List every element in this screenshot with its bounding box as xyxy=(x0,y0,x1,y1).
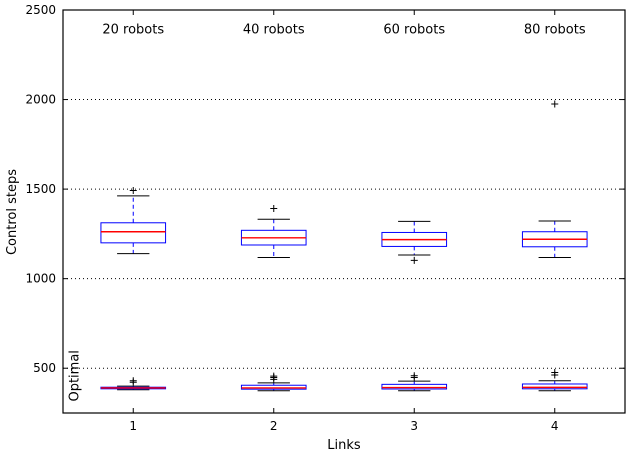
box-optimal-4 xyxy=(521,383,588,390)
annotation-80-robots: 80 robots xyxy=(524,23,586,38)
y-tick-label-500: 500 xyxy=(33,361,56,375)
y-tick-label-1000: 1000 xyxy=(25,272,56,286)
y-tick-label-2000: 2000 xyxy=(25,93,56,107)
y-tick-label-1500: 1500 xyxy=(25,182,56,196)
flier-optimal-3 xyxy=(410,372,418,380)
flier-control-steps-2 xyxy=(270,204,278,212)
x-tick-label-2: 2 xyxy=(270,419,278,433)
y-axis-label: Control steps xyxy=(5,169,20,255)
flier-optimal-2 xyxy=(270,372,278,380)
box-optimal-3 xyxy=(381,383,448,390)
x-tick-label-1: 1 xyxy=(129,419,137,433)
annotation-40-robots: 40 robots xyxy=(243,23,305,38)
x-tick-label-4: 4 xyxy=(551,419,559,433)
box-optimal-2 xyxy=(240,384,307,390)
flier-optimal-1 xyxy=(129,377,137,385)
flier-control-steps-4 xyxy=(551,100,559,108)
plot-frame xyxy=(62,9,626,414)
annotation-optimal: Optimal xyxy=(67,350,82,401)
x-axis-label: Links xyxy=(327,438,361,453)
flier-control-steps-3 xyxy=(410,256,418,264)
flier-control-steps-1 xyxy=(129,187,137,195)
y-tick-label-2500: 2500 xyxy=(25,3,56,17)
annotation-20-robots: 20 robots xyxy=(102,23,164,38)
annotation-60-robots: 60 robots xyxy=(383,23,445,38)
flier-optimal-4 xyxy=(551,369,559,377)
box-control-steps-1 xyxy=(100,222,167,244)
x-tick-label-3: 3 xyxy=(410,419,418,433)
